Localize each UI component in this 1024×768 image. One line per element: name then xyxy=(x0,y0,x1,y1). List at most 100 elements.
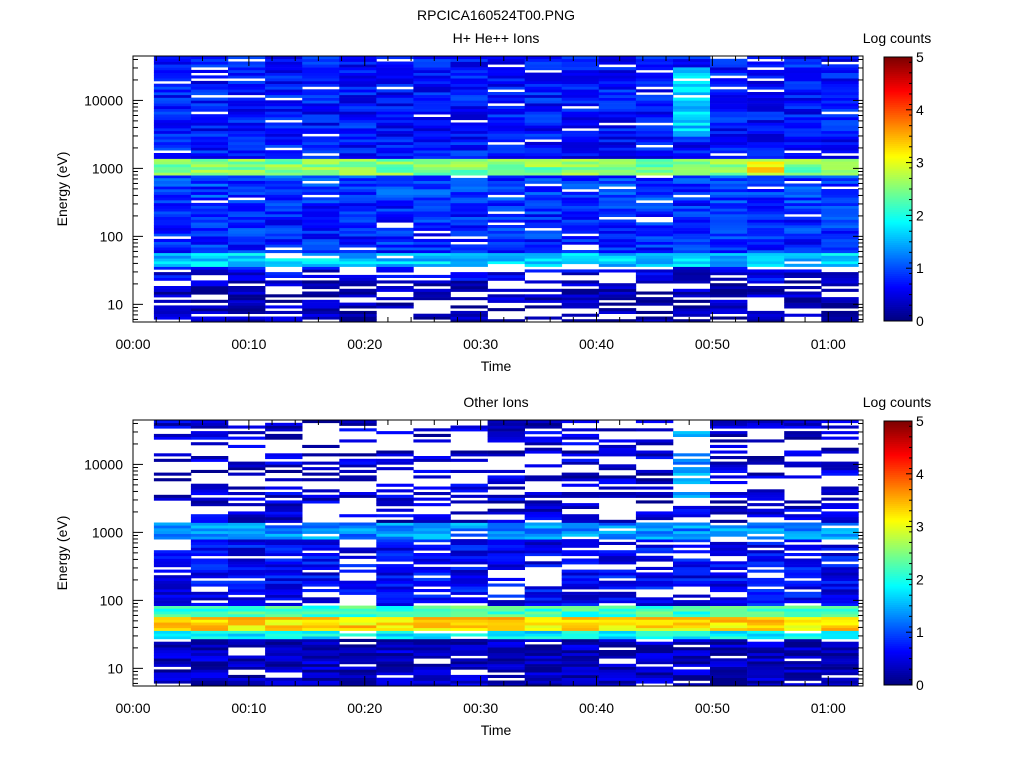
heatmap-cell xyxy=(673,559,710,562)
heatmap-cell xyxy=(413,161,450,164)
heatmap-cell xyxy=(636,208,673,211)
heatmap-cell xyxy=(784,292,821,295)
heatmap-cell xyxy=(191,661,228,664)
heatmap-cell xyxy=(228,567,265,570)
heatmap-cell xyxy=(599,451,636,454)
heatmap-cell xyxy=(302,75,339,78)
heatmap-cell xyxy=(413,117,450,120)
heatmap-cell xyxy=(302,161,339,164)
heatmap-cell xyxy=(451,561,488,564)
heatmap-cell xyxy=(525,536,562,539)
heatmap-cell xyxy=(488,125,525,128)
heatmap-cell xyxy=(784,617,821,620)
heatmap-cell xyxy=(302,311,339,314)
heatmap-cell xyxy=(747,292,784,295)
heatmap-cell xyxy=(784,462,821,465)
heatmap-cell xyxy=(451,553,488,556)
heatmap-cell xyxy=(191,658,228,661)
heatmap-cell xyxy=(191,487,228,490)
heatmap-cell xyxy=(747,603,784,606)
heatmap-cell xyxy=(525,128,562,131)
heatmap-cell xyxy=(191,545,228,548)
heatmap-cell xyxy=(562,134,599,137)
heatmap-cell xyxy=(636,231,673,234)
y-tick-label: 10 xyxy=(107,296,123,312)
heatmap-cell xyxy=(191,669,228,672)
heatmap-cell xyxy=(228,100,265,103)
heatmap-cell xyxy=(636,451,673,454)
heatmap-cell xyxy=(265,514,302,517)
heatmap-cell xyxy=(673,167,710,170)
heatmap-cell xyxy=(636,675,673,678)
heatmap-cell xyxy=(413,208,450,211)
heatmap-cell xyxy=(265,644,302,647)
heatmap-cell xyxy=(376,117,413,120)
heatmap-cell xyxy=(228,303,265,306)
heatmap-cell xyxy=(747,584,784,587)
heatmap-cell xyxy=(302,103,339,106)
heatmap-cell xyxy=(154,220,191,223)
heatmap-cell xyxy=(636,258,673,261)
heatmap-cell xyxy=(376,650,413,653)
heatmap-cell xyxy=(562,145,599,148)
heatmap-cell xyxy=(562,667,599,670)
heatmap-cell xyxy=(154,672,191,675)
heatmap-cell xyxy=(451,542,488,545)
heatmap-cell xyxy=(784,78,821,81)
heatmap-cell xyxy=(747,426,784,429)
heatmap-cell xyxy=(154,131,191,134)
heatmap-cell xyxy=(673,595,710,598)
heatmap-cell xyxy=(191,159,228,162)
heatmap-cell xyxy=(228,311,265,314)
heatmap-cell xyxy=(636,631,673,634)
heatmap-cell xyxy=(302,473,339,476)
heatmap-cell xyxy=(747,181,784,184)
heatmap-cell xyxy=(710,542,747,545)
heatmap-cell xyxy=(154,308,191,311)
heatmap-cell xyxy=(821,150,858,153)
heatmap-cell xyxy=(710,578,747,581)
heatmap-cell xyxy=(488,300,525,303)
heatmap-cell xyxy=(562,572,599,575)
heatmap-cell xyxy=(154,128,191,131)
heatmap-cell xyxy=(302,578,339,581)
heatmap-cell xyxy=(747,153,784,156)
heatmap-cell xyxy=(599,239,636,242)
heatmap-cell xyxy=(784,134,821,137)
heatmap-cell xyxy=(821,305,858,308)
heatmap-cell xyxy=(784,509,821,512)
heatmap-cell xyxy=(710,89,747,92)
heatmap-cell xyxy=(747,498,784,501)
heatmap-cell xyxy=(525,81,562,84)
heatmap-cell xyxy=(451,620,488,623)
heatmap-cell xyxy=(413,633,450,636)
heatmap-cell xyxy=(821,625,858,628)
heatmap-cell xyxy=(302,294,339,297)
heatmap-cell xyxy=(228,172,265,175)
heatmap-cell xyxy=(710,300,747,303)
heatmap-cell xyxy=(636,136,673,139)
heatmap-cell xyxy=(376,236,413,239)
heatmap-cell xyxy=(710,134,747,137)
heatmap-cell xyxy=(673,156,710,159)
heatmap-cell xyxy=(154,186,191,189)
heatmap-cell xyxy=(488,75,525,78)
heatmap-cell xyxy=(562,184,599,187)
heatmap-cell xyxy=(710,78,747,81)
heatmap-cell xyxy=(413,192,450,195)
heatmap-cell xyxy=(525,622,562,625)
heatmap-cell xyxy=(488,150,525,153)
heatmap-cell xyxy=(784,89,821,92)
heatmap-cell xyxy=(302,531,339,534)
heatmap-cell xyxy=(599,492,636,495)
heatmap-cell xyxy=(413,197,450,200)
heatmap-cell xyxy=(747,70,784,73)
heatmap-cell xyxy=(154,581,191,584)
heatmap-cell xyxy=(784,656,821,659)
heatmap-cell xyxy=(710,500,747,503)
heatmap-cell xyxy=(747,123,784,126)
heatmap-cell xyxy=(525,211,562,214)
heatmap-cell xyxy=(339,667,376,670)
heatmap-cell xyxy=(488,511,525,514)
heatmap-cell xyxy=(673,305,710,308)
